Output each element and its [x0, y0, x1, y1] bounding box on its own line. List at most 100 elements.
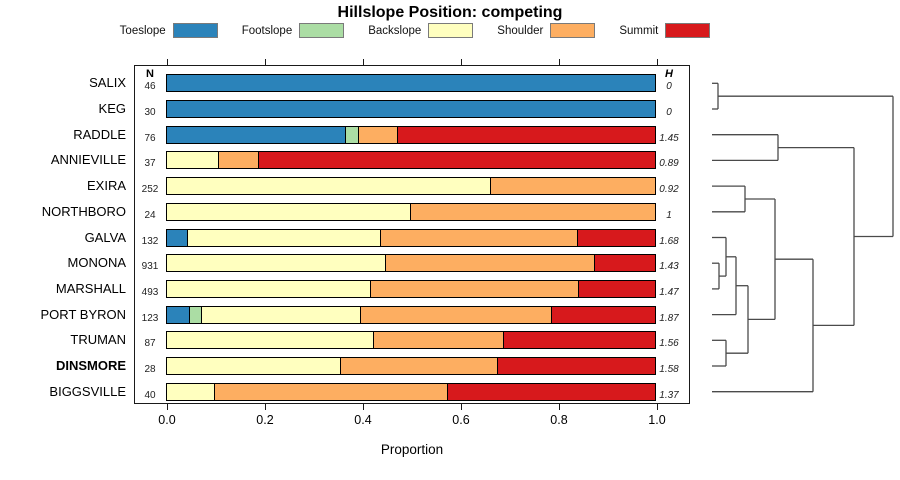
legend: Toeslope Footslope Backslope Shoulder Summit [110, 23, 720, 38]
bar-segment-galva-backslope [187, 228, 382, 247]
row-label-keg: KEG [98, 101, 126, 116]
bar-segment-exira-backslope [166, 177, 491, 196]
h-value-northboro: 1 [666, 209, 672, 221]
bar-biggsville [166, 382, 656, 401]
legend-item-footslope: Footslope [242, 23, 345, 38]
bar-segment-northboro-shoulder [410, 202, 656, 221]
bar-segment-marshall-backslope [166, 279, 371, 298]
n-column-header: N [146, 68, 154, 80]
bar-segment-raddle-toeslope [166, 125, 347, 144]
bar-segment-biggsville-shoulder [214, 382, 448, 401]
bar-segment-raddle-summit [396, 125, 656, 144]
bar-segment-port-byron-summit [551, 305, 656, 324]
bar-truman [166, 331, 656, 350]
bar-segment-biggsville-summit [446, 382, 656, 401]
n-value-salix: 46 [144, 81, 156, 93]
row-label-raddle: RADDLE [73, 126, 126, 142]
bar-exira [166, 177, 656, 196]
row-label-port-byron: PORT BYRON [40, 306, 126, 322]
bar-dinsmore [166, 357, 656, 376]
h-value-galva: 1.68 [659, 235, 679, 247]
x-tick-label: 0.0 [158, 413, 176, 427]
legend-item-toeslope: Toeslope [120, 23, 218, 38]
bar-segment-dinsmore-backslope [166, 357, 341, 376]
bar-salix [166, 74, 656, 93]
legend-item-backslope: Backslope [368, 23, 474, 38]
bar-segment-galva-shoulder [380, 228, 578, 247]
row-label-northboro: NORTHBORO [41, 203, 126, 219]
n-value-annieville: 37 [144, 158, 156, 170]
h-value-port-byron: 1.87 [659, 312, 679, 324]
h-value-annieville: 0.89 [659, 158, 679, 170]
h-value-marshall: 1.47 [659, 286, 679, 298]
x-tick-label: 1.0 [648, 413, 666, 427]
bar-segment-northboro-backslope [166, 202, 411, 221]
bar-segment-annieville-summit [257, 151, 656, 170]
n-value-exira: 252 [141, 184, 159, 196]
plot-area [134, 65, 690, 404]
bar-segment-monona-shoulder [385, 254, 595, 273]
bar-segment-salix-toeslope [166, 74, 656, 93]
row-label-biggsville: BIGGSVILLE [49, 383, 126, 399]
n-value-dinsmore: 28 [144, 364, 156, 376]
n-value-marshall: 493 [141, 286, 159, 298]
x-tick-top [656, 59, 658, 65]
h-value-monona: 1.43 [659, 261, 679, 273]
legend-label: Shoulder [497, 24, 544, 37]
bar-segment-marshall-summit [577, 279, 656, 298]
n-value-keg: 30 [144, 107, 156, 118]
bar-segment-truman-backslope [166, 331, 375, 350]
x-tick-bottom [362, 404, 364, 410]
x-tick-label: 0.2 [256, 413, 274, 427]
h-value-dinsmore: 1.58 [659, 364, 679, 376]
row-label-galva: GALVA [84, 229, 126, 245]
legend-label: Footslope [241, 24, 293, 37]
x-tick-bottom [166, 404, 168, 410]
bar-segment-annieville-backslope [166, 151, 219, 170]
h-value-keg: 0 [666, 107, 672, 118]
x-tick-label: 0.6 [452, 413, 470, 427]
x-tick-top [166, 59, 168, 65]
row-label-dinsmore: DINSMORE [55, 358, 126, 374]
bar-segment-keg-toeslope [166, 100, 656, 118]
bar-segment-raddle-shoulder [358, 125, 398, 144]
x-tick-bottom [558, 404, 560, 410]
bar-segment-biggsville-backslope [166, 382, 215, 401]
bar-segment-marshall-shoulder [369, 279, 579, 298]
x-tick-top [460, 59, 462, 65]
bar-galva [166, 228, 656, 247]
x-tick-bottom [460, 404, 462, 410]
bar-segment-port-byron-backslope [200, 305, 361, 324]
legend-swatch-shoulder [550, 23, 596, 38]
bar-segment-port-byron-shoulder [360, 305, 553, 324]
x-tick-top [264, 59, 266, 65]
n-value-biggsville: 40 [144, 389, 156, 401]
bar-annieville [166, 151, 656, 170]
x-tick-bottom [656, 404, 658, 410]
row-label-exira: EXIRA [86, 178, 126, 194]
bar-marshall [166, 279, 656, 298]
x-tick-top [558, 59, 560, 65]
bar-segment-dinsmore-shoulder [339, 357, 499, 376]
n-value-raddle: 76 [144, 132, 156, 144]
row-label-monona: MONONA [67, 255, 127, 271]
bar-port-byron [166, 305, 656, 324]
x-tick-label: 0.8 [550, 413, 568, 427]
bar-segment-monona-summit [593, 254, 656, 273]
row-label-salix: SALIX [89, 75, 126, 91]
bar-segment-port-byron-toeslope [166, 305, 190, 324]
bar-northboro [166, 202, 656, 221]
legend-swatch-toeslope [172, 23, 218, 38]
bar-segment-galva-summit [576, 228, 656, 247]
legend-label: Backslope [368, 24, 422, 37]
h-value-truman: 1.56 [659, 338, 679, 350]
bar-segment-dinsmore-summit [497, 357, 656, 376]
bar-segment-monona-backslope [166, 254, 386, 273]
n-value-northboro: 24 [144, 209, 156, 221]
row-label-truman: TRUMAN [70, 332, 126, 348]
h-value-raddle: 1.45 [659, 132, 679, 144]
legend-swatch-footslope [299, 23, 345, 38]
h-column-header: H [665, 68, 673, 80]
legend-item-shoulder: Shoulder [497, 23, 596, 38]
